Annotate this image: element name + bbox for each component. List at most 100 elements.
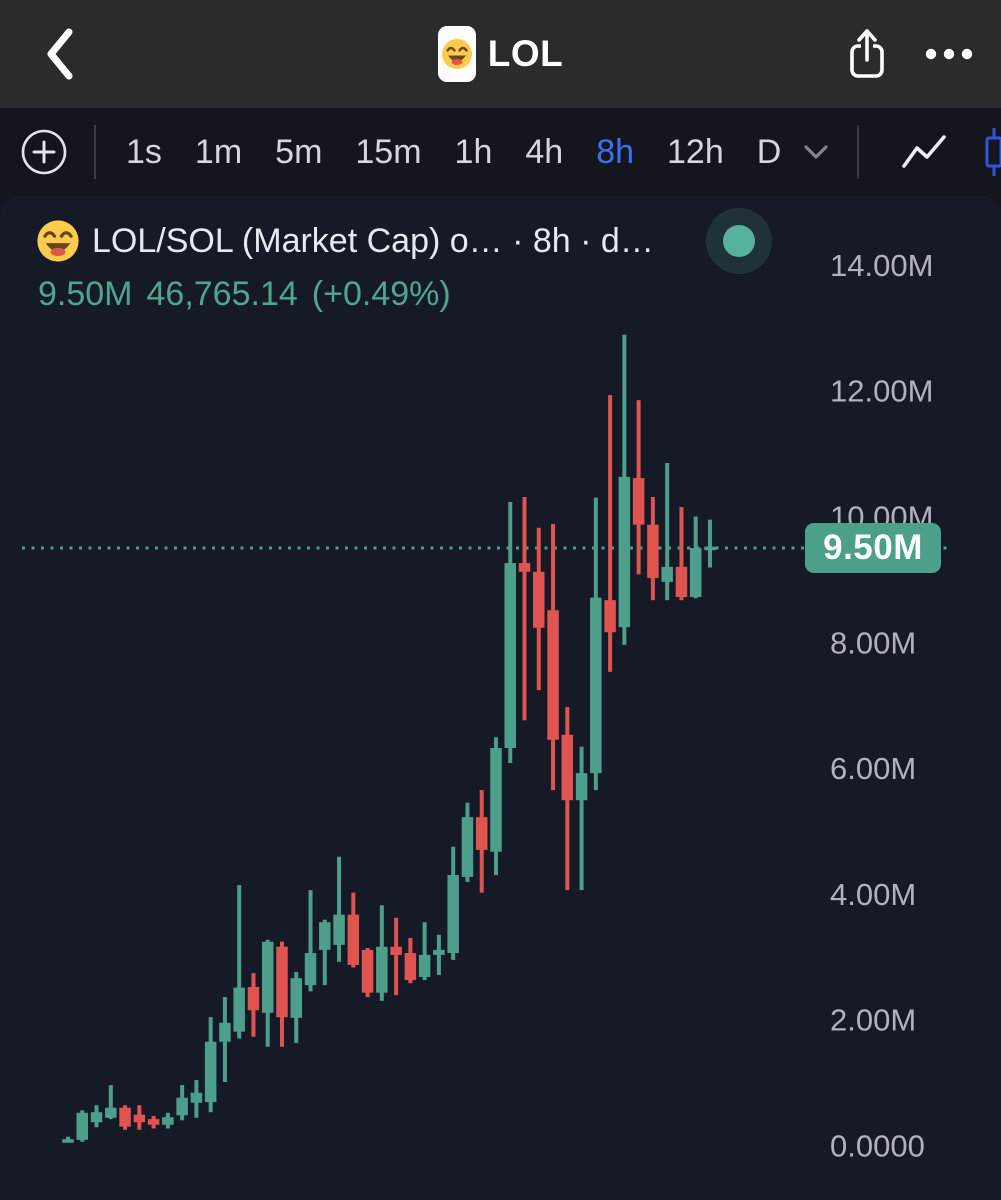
candle-wick (337, 856, 342, 962)
line-style-button[interactable] (901, 133, 947, 171)
timeframe-1s[interactable]: 1s (126, 132, 162, 171)
current-price-tag: 9.50M (805, 522, 941, 573)
token-logo (437, 26, 476, 82)
y-axis-label: 0.0000 (830, 1129, 925, 1164)
price-change-percent: (+0.49%) (311, 274, 451, 313)
candle-body (204, 1041, 217, 1103)
top-nav-bar: LOL (0, 0, 1001, 108)
timeframe-4h[interactable]: 4h (525, 132, 564, 171)
candle-body (219, 1022, 231, 1042)
candle-wick (579, 746, 584, 891)
candle-wick (679, 507, 684, 601)
candle-body (76, 1112, 89, 1140)
candle-body (347, 914, 360, 965)
candle-body (233, 987, 245, 1032)
timeframe-12h[interactable]: 12h (667, 132, 724, 171)
candle-wick (322, 919, 327, 986)
candle-body (533, 571, 545, 628)
candle-body (590, 597, 602, 774)
back-button[interactable] (38, 26, 82, 82)
candle-body (390, 946, 402, 955)
live-status-indicator (706, 208, 772, 274)
candle-style-button[interactable] (983, 126, 1001, 178)
candle-body (319, 922, 331, 950)
candle-body (133, 1114, 146, 1123)
candle-body (447, 875, 459, 954)
current-price-label: 9.50M (823, 527, 923, 567)
market-cap-value: 9.50M (38, 274, 133, 313)
chevron-down-icon (804, 145, 828, 159)
candle-body (376, 946, 388, 993)
candle-wick (66, 1136, 70, 1142)
candle-body (62, 1139, 74, 1143)
last-price-value: 46,765.14 (146, 274, 298, 313)
candle-body (105, 1107, 117, 1118)
candle-wick (665, 463, 670, 601)
candle-wick (394, 917, 399, 996)
timeframe-expand-button[interactable] (801, 142, 831, 162)
candle-wick (608, 395, 613, 672)
candle-body (490, 747, 502, 852)
share-icon (850, 29, 884, 78)
share-button[interactable] (845, 26, 889, 82)
timeframe-8h[interactable]: 8h (596, 132, 635, 171)
candle-body (618, 476, 631, 628)
candle-wick (237, 885, 242, 1039)
chart-symbol-title[interactable]: LOL/SOL (Market Cap) o… · 8h · d… (92, 221, 654, 260)
candle-body (190, 1092, 203, 1103)
candle-body (162, 1117, 174, 1125)
candle-body (147, 1119, 160, 1125)
plus-circle-icon (21, 129, 67, 175)
candle-body (632, 478, 645, 525)
candle-wick (308, 890, 313, 992)
candle-body (247, 986, 260, 1011)
candle-wick (108, 1085, 113, 1120)
candle-body (461, 817, 474, 877)
candle-body (176, 1097, 188, 1116)
candle-body (604, 600, 616, 633)
timeframe-1m[interactable]: 1m (194, 132, 243, 171)
candle-body (333, 914, 345, 945)
chart-header: LOL/SOL (Market Cap) o… · 8h · d… (36, 214, 654, 268)
candle-body (418, 954, 431, 977)
add-button[interactable] (20, 128, 68, 176)
more-button[interactable] (923, 46, 975, 62)
candle-body (504, 563, 516, 748)
y-axis-label: 8.00M (830, 625, 916, 660)
candle-body (518, 563, 531, 572)
timeframe-d[interactable]: D (756, 132, 782, 171)
candle-wick (707, 519, 712, 568)
candle-body (261, 941, 274, 1013)
toolbar-divider (94, 125, 96, 179)
candle-body (404, 953, 417, 981)
candle-body (675, 566, 688, 598)
nav-actions (845, 0, 975, 108)
y-axis-label: 2.00M (830, 1003, 916, 1038)
candle-body (661, 566, 673, 582)
candle-wick (422, 922, 427, 981)
candle-body (575, 773, 588, 801)
candlestick-icon (985, 128, 1001, 176)
candle-body (290, 978, 303, 1018)
toolbar-divider-2 (857, 125, 860, 179)
y-axis-label: 12.00M (830, 374, 933, 409)
timeframe-1h[interactable]: 1h (454, 132, 493, 171)
y-axis-label: 14.00M (830, 248, 933, 283)
token-name: LOL (487, 33, 564, 74)
candle-body (689, 547, 702, 598)
candle-body (704, 546, 716, 551)
smiley-emoji-icon (441, 39, 472, 69)
candle-body (647, 524, 659, 579)
timeframe-5m[interactable]: 5m (275, 132, 323, 171)
chart-toolbar: 1s 1m 5m 15m 1h 4h 8h 12h D (0, 108, 1001, 196)
candle-body (304, 953, 317, 986)
chevron-left-icon (47, 28, 73, 80)
candle-body (475, 817, 488, 850)
y-axis-label: 6.00M (830, 751, 916, 786)
timeframe-15m[interactable]: 15m (355, 132, 422, 171)
candle-body (276, 946, 288, 1018)
candlestick-chart[interactable]: 14.00M12.00M10.00M8.00M6.00M4.00M2.00M0.… (0, 196, 1001, 1200)
price-info-row: 9.50M 46,765.14 (+0.49%) (38, 272, 451, 316)
live-status-dot (723, 225, 755, 257)
